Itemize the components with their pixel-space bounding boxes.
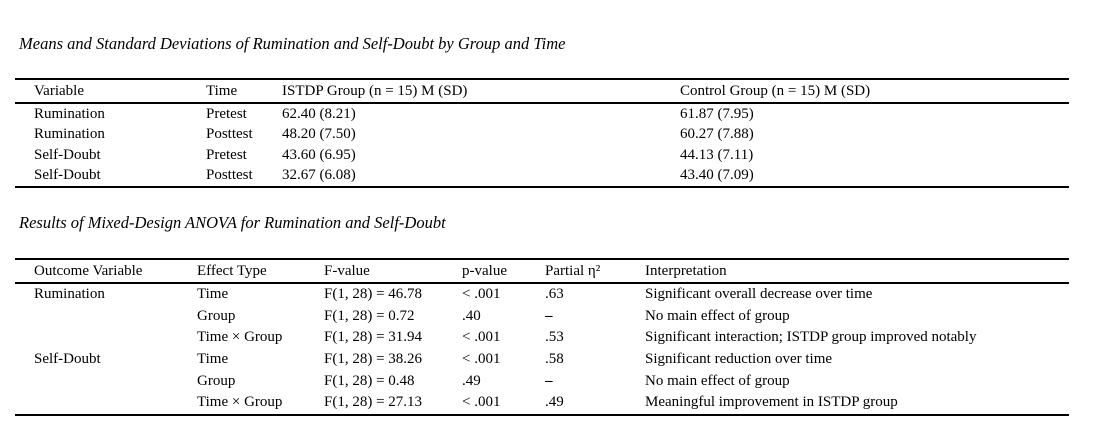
table-row: Self-Doubt Posttest 32.67 (6.08) 43.40 (… [15,166,1069,188]
cell-partial-eta: .53 [545,329,564,346]
table-row: Group F(1, 28) = 0.48 .49 – No main effe… [15,370,1069,392]
cell-f-value: F(1, 28) = 38.26 [324,351,423,368]
table2-title: Results of Mixed-Design ANOVA for Rumina… [19,213,446,232]
cell-effect: Time × Group [197,329,283,346]
cell-partial-eta: .49 [545,394,564,411]
cell-control-value: 60.27 (7.88) [680,126,754,143]
table-row: Group F(1, 28) = 0.72 .40 – No main effe… [15,306,1069,328]
table2-anova-results: Outcome Variable Effect Type F-value p-v… [15,258,1069,416]
cell-control-value: 61.87 (7.95) [680,105,754,122]
cell-effect: Time [197,286,229,303]
cell-p-value: < .001 [462,351,501,368]
cell-effect: Group [197,307,236,324]
cell-outcome [15,370,197,392]
cell-time: Pretest [206,105,247,122]
cell-interpretation: Significant reduction over time [645,351,833,368]
table1-header-control-group: Control Group (n = 15) M (SD) [680,79,1069,104]
cell-p-value: .49 [462,372,481,389]
table-row: Rumination Posttest 48.20 (7.50) 60.27 (… [15,125,1069,146]
cell-istdp-value: 32.67 (6.08) [282,167,356,184]
cell-interpretation: Meaningful improvement in ISTDP group [645,394,898,411]
table2-header-partial-eta: Partial η² [545,259,645,284]
cell-f-value: F(1, 28) = 31.94 [324,329,423,346]
cell-outcome [15,327,197,349]
cell-f-value: F(1, 28) = 46.78 [324,286,423,303]
cell-p-value: .40 [462,307,481,324]
table-row: Time × Group F(1, 28) = 27.13 < .001 .49… [15,392,1069,415]
cell-outcome: Self-Doubt [34,351,101,368]
cell-partial-eta: .63 [545,286,564,303]
cell-partial-eta: – [545,372,553,389]
cell-istdp-value: 62.40 (8.21) [282,105,356,122]
table1-title: Means and Standard Deviations of Ruminat… [19,34,566,53]
table1-header-time: Time [206,79,282,104]
cell-time: Posttest [206,126,253,143]
cell-istdp-value: 43.60 (6.95) [282,146,356,163]
table1-header-variable: Variable [15,79,206,104]
cell-p-value: < .001 [462,394,501,411]
table2-header-f-value: F-value [324,259,462,284]
table2-header-effect-type: Effect Type [197,259,324,284]
cell-variable: Rumination [34,126,105,143]
table2-header-interpretation: Interpretation [645,259,1069,284]
cell-interpretation: No main effect of group [645,307,790,324]
cell-interpretation: No main effect of group [645,372,790,389]
cell-p-value: < .001 [462,286,501,303]
cell-f-value: F(1, 28) = 0.48 [324,372,415,389]
table2-header-row: Outcome Variable Effect Type F-value p-v… [15,259,1069,284]
table2-header-outcome-variable: Outcome Variable [15,259,197,284]
cell-interpretation: Significant overall decrease over time [645,286,873,303]
cell-interpretation: Significant interaction; ISTDP group imp… [645,329,977,346]
cell-f-value: F(1, 28) = 0.72 [324,307,415,324]
cell-time: Pretest [206,146,247,163]
table1-header-istdp-group: ISTDP Group (n = 15) M (SD) [282,79,680,104]
cell-control-value: 43.40 (7.09) [680,167,754,184]
cell-istdp-value: 48.20 (7.50) [282,126,356,143]
table-row: Rumination Time F(1, 28) = 46.78 < .001 … [15,283,1069,306]
cell-effect: Time × Group [197,394,283,411]
table-row: Rumination Pretest 62.40 (8.21) 61.87 (7… [15,103,1069,125]
cell-effect: Time [197,351,229,368]
table1-header-row: Variable Time ISTDP Group (n = 15) M (SD… [15,79,1069,104]
table-row: Self-Doubt Pretest 43.60 (6.95) 44.13 (7… [15,145,1069,166]
cell-variable: Self-Doubt [34,167,101,184]
cell-partial-eta: .58 [545,351,564,368]
table1-means-sd: Variable Time ISTDP Group (n = 15) M (SD… [15,78,1069,188]
cell-f-value: F(1, 28) = 27.13 [324,394,423,411]
cell-partial-eta: – [545,307,553,324]
cell-control-value: 44.13 (7.11) [680,146,754,163]
cell-outcome [15,306,197,328]
cell-effect: Group [197,372,236,389]
table2-header-p-value: p-value [462,259,545,284]
table-row: Self-Doubt Time F(1, 28) = 38.26 < .001 … [15,349,1069,371]
cell-time: Posttest [206,167,253,184]
cell-variable: Self-Doubt [34,146,101,163]
cell-outcome: Rumination [34,286,105,303]
cell-variable: Rumination [34,105,105,122]
cell-outcome [15,392,197,415]
cell-p-value: < .001 [462,329,501,346]
table-row: Time × Group F(1, 28) = 31.94 < .001 .53… [15,327,1069,349]
